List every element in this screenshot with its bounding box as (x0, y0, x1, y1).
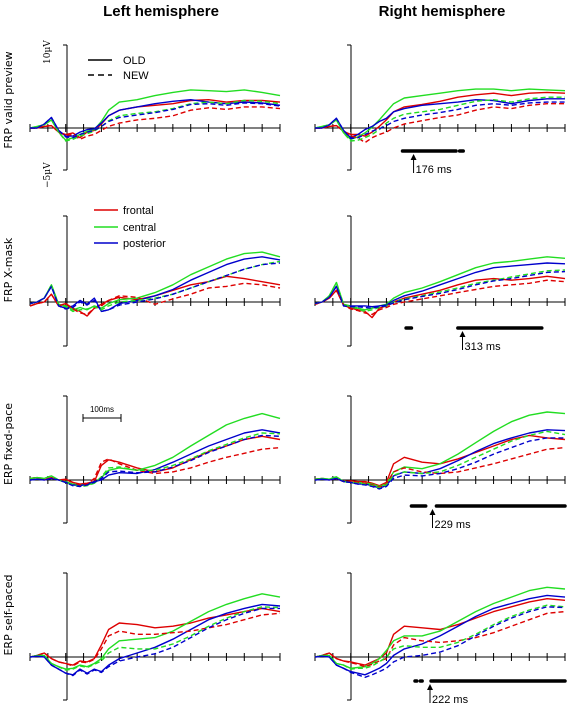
series-central-new (314, 269, 566, 313)
region-legend: frontal central posterior (94, 205, 166, 250)
condition-legend: OLD NEW (88, 55, 149, 82)
time-scale-bar: 100ms (82, 405, 122, 422)
series-frontal-new (29, 612, 281, 667)
series-posterior-new (315, 101, 565, 140)
row-label-frp-x-mask: FRP X-mask (2, 237, 15, 302)
scale-bar-label: 100ms (90, 405, 114, 414)
y-tick-top-label: 10μV (43, 40, 53, 64)
series-central-new (314, 604, 566, 670)
panel-r0-c0 (29, 44, 281, 171)
latency-arrowhead (429, 509, 436, 515)
row-label-erp-fixed-pace: ERP fixed-pace (2, 403, 15, 485)
row-label-frp-valid-preview: FRP valid preview (2, 51, 15, 148)
legend-posterior-label: posterior (123, 238, 166, 250)
panel-r3-c0 (29, 572, 281, 701)
panel-r0-c1: 176 ms (314, 44, 566, 176)
series-central-old (314, 88, 566, 141)
series-frontal-new (314, 610, 566, 668)
latency-label: 229 ms (435, 519, 472, 531)
latency-arrowhead (459, 331, 466, 337)
series-posterior-new (29, 434, 281, 488)
series-posterior-new (29, 262, 281, 313)
legend-new-label: NEW (123, 70, 149, 82)
latency-label: 313 ms (465, 341, 502, 353)
column-title-left: Left hemisphere (103, 3, 219, 20)
series-central-old (29, 89, 281, 141)
legend-central-label: central (123, 222, 156, 234)
series-central-old (314, 411, 566, 488)
series-central-new (314, 430, 566, 489)
series-posterior-new (30, 102, 281, 139)
series-posterior-new (314, 606, 566, 678)
series-posterior-old (29, 603, 281, 676)
series-posterior-new (314, 437, 565, 490)
series-posterior-old (314, 594, 566, 676)
series-frontal-new (30, 106, 281, 141)
panel-r1-c1: 313 ms (314, 215, 566, 353)
latency-label: 222 ms (432, 694, 469, 704)
panel-r2-c0 (29, 395, 281, 524)
series-frontal-old (314, 275, 566, 319)
latency-arrowhead (427, 684, 433, 690)
series-posterior-new (29, 607, 280, 677)
series-posterior-new (314, 270, 566, 309)
series-central-old (29, 593, 281, 670)
legend-frontal-label: frontal (123, 205, 154, 217)
panel-r2-c1: 229 ms (314, 395, 567, 531)
panel-r1-c0 (29, 215, 281, 347)
series-frontal-new (29, 282, 281, 316)
series-central-new (314, 96, 565, 142)
y-tick-bottom-label: −5μV (43, 162, 53, 188)
legend-old-label: OLD (123, 55, 146, 67)
series-frontal-new (315, 102, 565, 144)
latency-arrowhead (410, 154, 417, 160)
series-central-new (29, 432, 281, 488)
series-posterior-old (315, 98, 565, 139)
row-label-erp-self-paced: ERP self-paced (2, 574, 15, 655)
panel-r3-c1: 222 ms (314, 572, 567, 704)
column-title-right: Right hemisphere (379, 3, 506, 20)
series-central-new (29, 606, 281, 671)
latency-label: 176 ms (416, 164, 453, 176)
